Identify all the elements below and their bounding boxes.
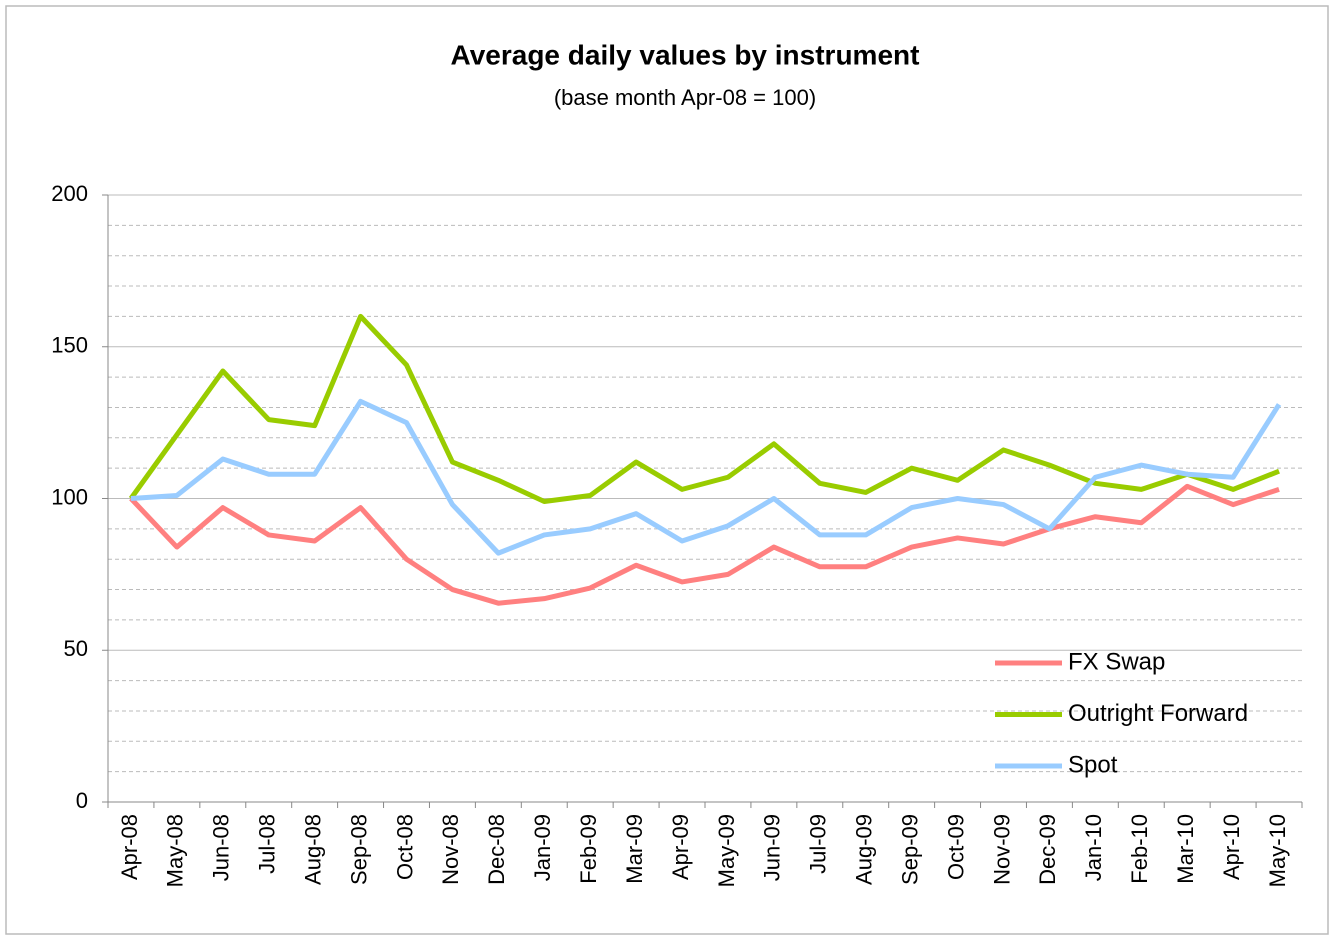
legend-label: Outright Forward [1068, 700, 1248, 727]
x-tick-label: Nov-09 [989, 814, 1014, 885]
chart-title: Average daily values by instrument [451, 39, 920, 70]
x-tick-label: May-10 [1265, 814, 1290, 887]
x-tick-label: Aug-08 [300, 814, 325, 885]
x-tick-label: Jun-09 [760, 814, 785, 881]
x-tick-label: Sep-09 [897, 814, 922, 885]
x-tick-label: May-09 [714, 814, 739, 887]
x-tick-label: Oct-09 [943, 814, 968, 880]
y-tick-label: 200 [51, 181, 88, 206]
x-tick-label: Jul-09 [806, 814, 831, 874]
x-tick-label: Nov-08 [438, 814, 463, 885]
x-tick-label: Jun-08 [209, 814, 234, 881]
x-tick-label: Feb-10 [1127, 814, 1152, 884]
x-tick-label: May-08 [163, 814, 188, 887]
chart-subtitle: (base month Apr-08 = 100) [554, 85, 816, 110]
x-tick-label: Jan-09 [530, 814, 555, 881]
x-tick-label: Mar-09 [622, 814, 647, 884]
x-tick-label: Apr-10 [1219, 814, 1244, 880]
x-tick-label: Feb-09 [576, 814, 601, 884]
y-tick-label: 150 [51, 333, 88, 358]
series-line [129, 483, 1280, 606]
legend-label: FX Swap [1068, 648, 1165, 675]
x-tick-label: Aug-09 [852, 814, 877, 885]
legend-label: Spot [1068, 751, 1118, 778]
x-tick-label: Dec-08 [484, 814, 509, 885]
x-tick-label: Jul-08 [255, 814, 280, 874]
y-tick-label: 100 [51, 484, 88, 509]
series-line [130, 398, 1282, 556]
x-tick-label: Mar-10 [1173, 814, 1198, 884]
y-tick-label: 0 [76, 788, 88, 813]
series-line [128, 313, 1280, 505]
x-tick-label: Dec-09 [1035, 814, 1060, 885]
x-tick-label: Oct-08 [392, 814, 417, 880]
x-tick-label: Apr-09 [668, 814, 693, 880]
x-tick-label: Apr-08 [117, 814, 142, 880]
x-tick-label: Jan-10 [1081, 814, 1106, 881]
x-tick-label: Sep-08 [346, 814, 371, 885]
y-tick-label: 50 [64, 636, 88, 661]
chart-frame [5, 5, 1329, 935]
